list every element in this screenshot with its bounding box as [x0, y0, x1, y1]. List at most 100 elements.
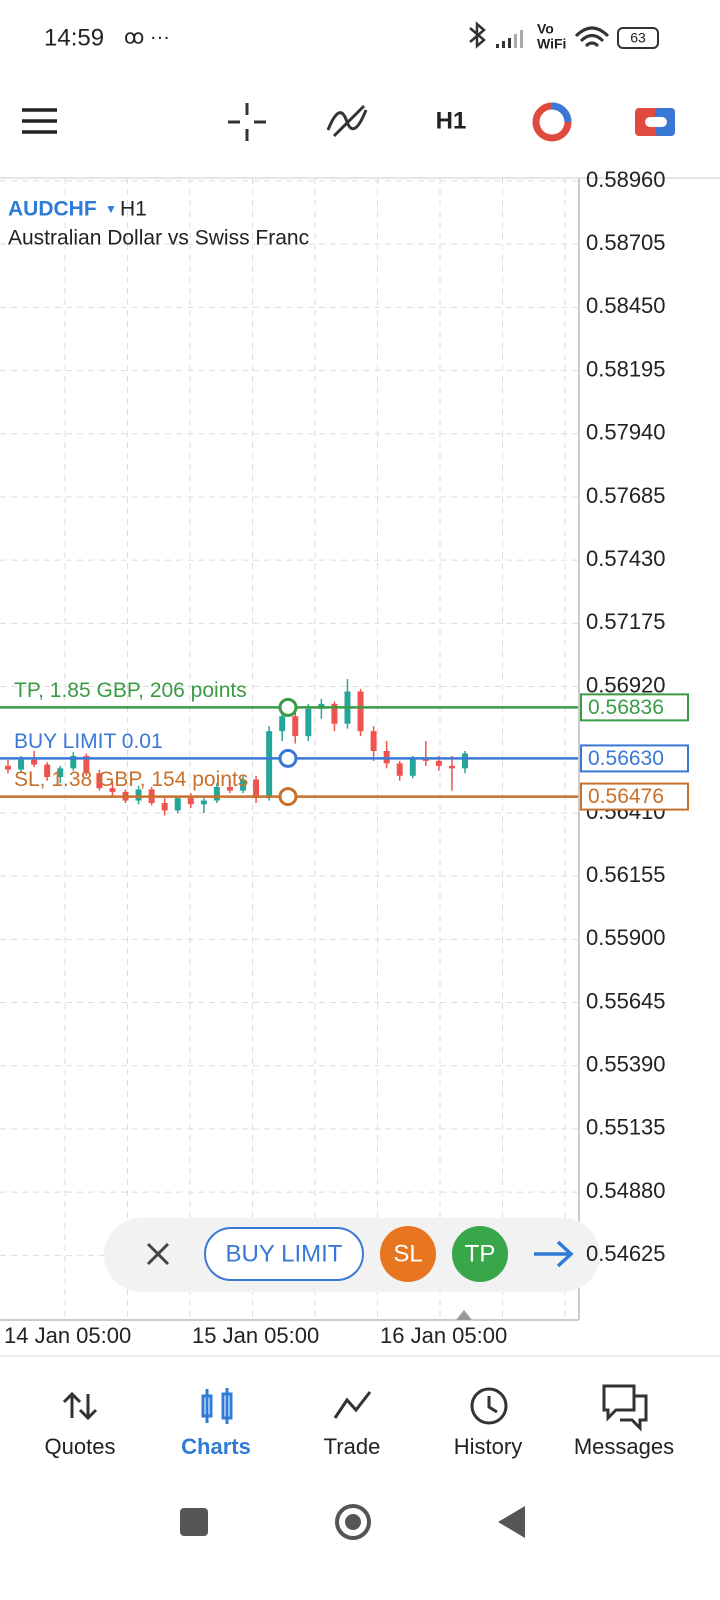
- candle-body: [240, 779, 247, 791]
- candle-body: [462, 753, 468, 769]
- level-label: BUY LIMIT 0.01: [14, 730, 163, 753]
- level-price-box: [580, 782, 689, 811]
- candle-body: [135, 789, 142, 801]
- sl-button[interactable]: [380, 1226, 436, 1282]
- grid: [0, 178, 578, 1320]
- back-button[interactable]: [498, 1506, 525, 1538]
- symbol-description: Australian Dollar vs Swiss Franc: [8, 227, 309, 250]
- level-price-box: [580, 693, 689, 722]
- level-price-label: 0.56630: [588, 747, 664, 770]
- nav-item[interactable]: Messages: [574, 1434, 674, 1459]
- menu-button[interactable]: [22, 108, 57, 134]
- candle-body: [357, 691, 364, 732]
- y-tick-label: 0.58705: [586, 230, 666, 255]
- buy-limit-button[interactable]: [204, 1227, 364, 1281]
- candle-body: [396, 763, 403, 776]
- symbol[interactable]: AUDCHF: [8, 198, 97, 221]
- candle-body: [18, 759, 25, 770]
- level-price-label: 0.56836: [588, 696, 664, 719]
- candle-body: [109, 788, 116, 792]
- crosshair-button[interactable]: [228, 103, 266, 141]
- nav-item[interactable]: Trade: [324, 1434, 381, 1459]
- candle-body: [44, 764, 51, 778]
- nav-item[interactable]: Quotes: [45, 1434, 116, 1459]
- signal-icon: [496, 30, 523, 48]
- y-tick-label: 0.55900: [586, 925, 666, 950]
- indicators-button[interactable]: [326, 104, 368, 138]
- level-price-box: [580, 744, 689, 773]
- candle-body: [305, 708, 312, 737]
- candle-body: [31, 759, 38, 765]
- candle-body: [83, 755, 90, 774]
- candle-body: [96, 773, 103, 789]
- level-label: SL, 1.38 GBP, 154 points: [14, 768, 248, 791]
- y-tick-label: 0.57175: [586, 609, 666, 634]
- candle-body: [161, 803, 168, 811]
- y-tick-label: 0.58195: [586, 356, 666, 381]
- level-label: TP, 1.85 GBP, 206 points: [14, 679, 247, 702]
- sl-label: SL: [393, 1240, 422, 1267]
- candle-body: [57, 768, 64, 778]
- tp-label: TP: [465, 1240, 496, 1267]
- symbol-dropdown: ▼: [105, 202, 117, 216]
- y-tick-label: 0.56155: [586, 862, 666, 887]
- candle-body: [200, 800, 207, 805]
- chart-timeframe: H1: [120, 198, 147, 221]
- next-button[interactable]: [534, 1240, 574, 1268]
- nav-item[interactable]: History: [454, 1434, 522, 1459]
- y-tick-label: 0.55135: [586, 1115, 666, 1140]
- trade-button-icon: [645, 117, 667, 127]
- x-tick-label: 15 Jan 05:00: [192, 1323, 319, 1348]
- candle-body: [187, 798, 194, 805]
- candle-body: [226, 786, 233, 791]
- home-button[interactable]: [335, 1504, 371, 1540]
- level-handle[interactable]: [278, 748, 298, 768]
- recents-button[interactable]: [180, 1508, 208, 1536]
- scroll-marker: [456, 1310, 472, 1320]
- nav-icons: [62, 1384, 648, 1432]
- candle-body: [266, 731, 273, 799]
- y-tick-label: 0.55390: [586, 1052, 666, 1077]
- vo-label: Vo: [537, 21, 554, 37]
- y-tick-label: 0.56920: [586, 672, 666, 697]
- level-handle[interactable]: [278, 697, 298, 717]
- home-button-dot: [345, 1514, 361, 1530]
- y-tick-label: 0.55645: [586, 988, 666, 1013]
- status-time: 14:59: [44, 24, 104, 51]
- bottom-nav: Quotes Charts Trade History Messages: [45, 1434, 675, 1459]
- y-tick-label: 0.57430: [586, 546, 666, 571]
- y-tick-label: 0.54880: [586, 1178, 666, 1203]
- candle-body: [292, 716, 299, 737]
- cancel-button[interactable]: [146, 1242, 170, 1266]
- x-tick-label: 16 Jan 05:00: [380, 1323, 507, 1348]
- objects-button-accent: [551, 102, 572, 123]
- tp-button[interactable]: [452, 1226, 508, 1282]
- candle-body: [331, 703, 338, 724]
- status-icons: ꝏ ···: [124, 26, 170, 48]
- nav-item[interactable]: Charts: [181, 1434, 251, 1459]
- x-tick-label: 14 Jan 05:00: [4, 1323, 131, 1348]
- level-price-label: 0.56476: [588, 785, 664, 808]
- plot: TP, 1.85 GBP, 206 points BUY LIMIT 0.01 SL…: [0, 679, 578, 816]
- candle-body: [213, 786, 220, 801]
- candle-body: [448, 765, 455, 769]
- candle-body: [70, 755, 77, 769]
- battery-icon: [617, 27, 659, 49]
- battery-level: 63: [630, 30, 646, 46]
- candle-body: [279, 716, 286, 732]
- y-tick-label: 0.58960: [586, 167, 666, 192]
- timeframe-button[interactable]: H1: [436, 107, 467, 134]
- candle-body: [435, 760, 442, 766]
- wifi-icon: [574, 26, 610, 48]
- y-tick-label: 0.54625: [586, 1241, 666, 1266]
- level-handle[interactable]: [278, 787, 298, 807]
- candle-body: [174, 798, 181, 811]
- wifi-label: WiFi: [537, 36, 566, 52]
- candle-body: [409, 758, 416, 776]
- candle-body: [253, 779, 260, 799]
- buy-limit-label: BUY LIMIT: [226, 1240, 343, 1267]
- y-tick-label: 0.58450: [586, 293, 666, 318]
- candle-body: [5, 765, 11, 770]
